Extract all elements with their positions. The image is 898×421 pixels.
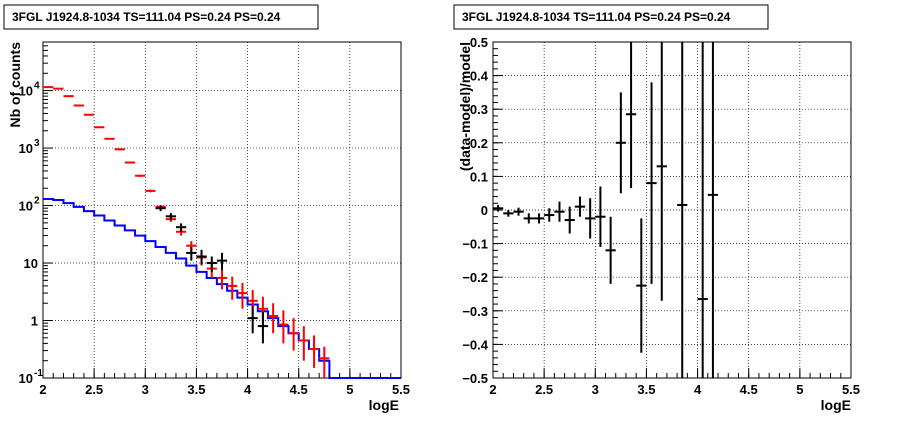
y-tick-exponent: 3 <box>34 138 40 149</box>
y-tick-label: 0.5 <box>470 35 488 50</box>
x-tick-label: 4 <box>244 382 252 397</box>
y-tick-label: 0.3 <box>470 102 488 117</box>
residual-grid <box>493 42 851 378</box>
counts-plot-frame <box>42 41 402 379</box>
x-tick-label: 2.5 <box>85 382 103 397</box>
y-tick-label: −0.3 <box>462 304 488 319</box>
y-tick-label: 0 <box>481 203 488 218</box>
x-tick-label: 3.5 <box>187 382 205 397</box>
residual-ticks: 2 2.5 3 3.5 4 4.5 5 5.5 −0.5 −0.4 −0.3 −0.2 −0.1 0 0.1… <box>462 35 860 397</box>
x-tick-label: 4 <box>694 382 702 397</box>
y-tick-label: 10 <box>19 141 33 156</box>
residual-title-box <box>453 4 769 30</box>
y-tick-label: −0.4 <box>462 337 488 352</box>
y-tick-label: 0.2 <box>470 136 488 151</box>
residual-data-layer <box>493 42 719 378</box>
y-tick-label: 0.4 <box>470 69 489 84</box>
x-tick-label: 3.5 <box>637 382 655 397</box>
residual-panel: 2 2.5 3 3.5 4 4.5 5 5.5 −0.5 −0.4 −0.3 −0.2 −0.1 0 0.1… <box>453 4 860 413</box>
y-tick-label: 10 <box>24 256 38 271</box>
x-tick-label: 2 <box>489 382 496 397</box>
residual-chart-title: 3FGL J1924.8-1034 TS=111.04 PS=0.24 PS=0… <box>462 10 731 24</box>
residual-plot-frame <box>492 41 852 379</box>
x-tick-label: 5 <box>346 382 353 397</box>
y-tick-label: 10 <box>19 371 33 386</box>
y-tick-label: 1 <box>31 314 38 329</box>
x-tick-label: 2 <box>39 382 46 397</box>
y-tick-label: −0.2 <box>462 270 488 285</box>
counts-x-axis-label: logE <box>369 397 399 413</box>
counts-data-layer <box>43 86 401 379</box>
x-tick-label: 5.5 <box>392 382 410 397</box>
y-tick-label: 10 <box>19 84 33 99</box>
x-tick-label: 4.5 <box>740 382 758 397</box>
x-tick-label: 5 <box>796 382 803 397</box>
counts-grid <box>43 42 401 378</box>
y-tick-label: −0.5 <box>462 371 488 386</box>
y-tick-exponent: 4 <box>34 81 40 92</box>
y-tick-label: 0.1 <box>470 169 488 184</box>
residual-x-axis-label: logE <box>821 397 851 413</box>
residual-y-axis-label: (data-model)/model <box>457 42 473 171</box>
y-tick-label: 10 <box>19 199 33 214</box>
x-tick-label: 3 <box>142 382 149 397</box>
counts-chart-title: 3FGL J1924.8-1034 TS=111.04 PS=0.24 PS=0… <box>12 10 281 24</box>
x-tick-label: 3 <box>592 382 599 397</box>
x-tick-label: 2.5 <box>535 382 553 397</box>
x-tick-label: 5.5 <box>842 382 860 397</box>
y-tick-label: −0.1 <box>462 237 488 252</box>
y-tick-exponent: 2 <box>34 196 40 207</box>
x-tick-label: 4.5 <box>290 382 308 397</box>
counts-y-axis-label: Nb of counts <box>7 42 23 128</box>
y-tick-exponent: -1 <box>34 368 43 379</box>
counts-title-box <box>3 4 319 30</box>
